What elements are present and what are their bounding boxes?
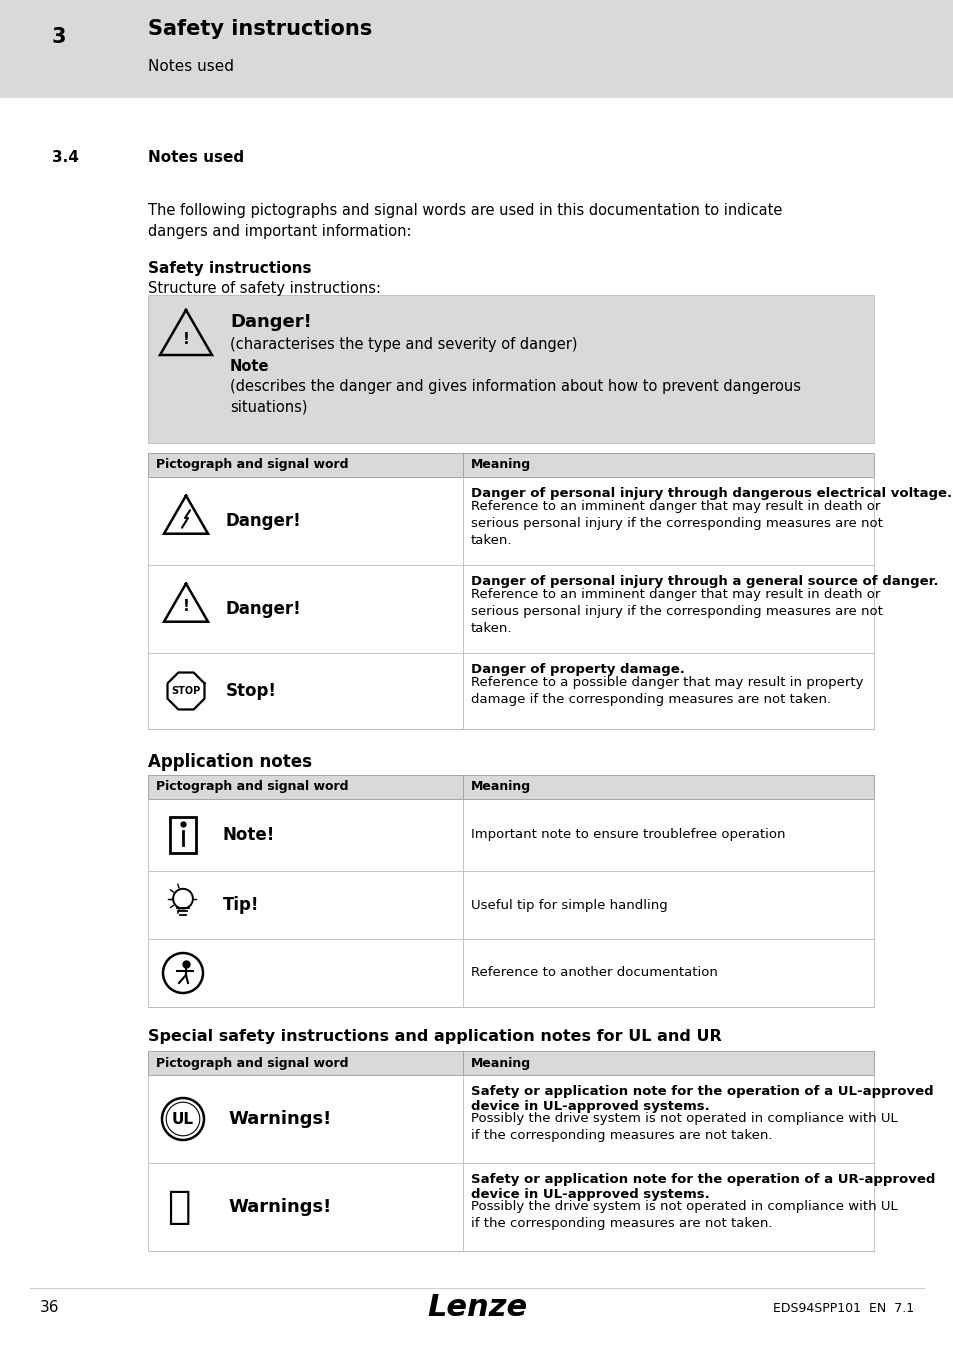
Text: Tip!: Tip! <box>223 896 259 914</box>
Text: Safety instructions: Safety instructions <box>148 19 372 39</box>
Text: !: ! <box>182 598 190 614</box>
Text: EDS94SPP101  EN  7.1: EDS94SPP101 EN 7.1 <box>772 1301 913 1315</box>
Text: (characterises the type and severity of danger): (characterises the type and severity of … <box>230 338 577 352</box>
FancyBboxPatch shape <box>148 775 873 799</box>
Text: Danger!: Danger! <box>226 512 301 531</box>
Text: Danger of property damage.: Danger of property damage. <box>471 663 684 676</box>
Text: Meaning: Meaning <box>471 780 531 794</box>
Text: The following pictographs and signal words are used in this documentation to ind: The following pictographs and signal wor… <box>148 202 781 239</box>
Text: 3: 3 <box>52 27 67 47</box>
Text: 3.4: 3.4 <box>52 150 79 166</box>
Text: Reference to a possible danger that may result in property
damage if the corresp: Reference to a possible danger that may … <box>471 676 862 706</box>
Text: Special safety instructions and application notes for UL and UR: Special safety instructions and applicat… <box>148 1029 721 1044</box>
Text: Pictograph and signal word: Pictograph and signal word <box>156 459 348 471</box>
Text: Ⓡ: Ⓡ <box>167 1188 191 1226</box>
Text: Reference to another documentation: Reference to another documentation <box>471 967 717 980</box>
Text: (describes the danger and gives information about how to prevent dangerous
situa: (describes the danger and gives informat… <box>230 379 801 414</box>
Text: Warnings!: Warnings! <box>228 1110 331 1129</box>
Text: Notes used: Notes used <box>148 59 233 74</box>
Text: Danger of personal injury through a general source of danger.: Danger of personal injury through a gene… <box>471 575 938 589</box>
Text: Danger!: Danger! <box>226 599 301 618</box>
Text: Meaning: Meaning <box>471 1057 531 1069</box>
Text: Reference to an imminent danger that may result in death or
serious personal inj: Reference to an imminent danger that may… <box>471 589 882 636</box>
Text: Possibly the drive system is not operated in compliance with UL
if the correspon: Possibly the drive system is not operate… <box>471 1200 897 1230</box>
Text: Application notes: Application notes <box>148 753 312 771</box>
Text: Warnings!: Warnings! <box>228 1197 331 1216</box>
Text: Note!: Note! <box>223 826 275 844</box>
Text: Pictograph and signal word: Pictograph and signal word <box>156 780 348 794</box>
Text: !: ! <box>182 332 190 347</box>
Text: Meaning: Meaning <box>471 459 531 471</box>
FancyBboxPatch shape <box>148 1052 873 1075</box>
Text: Structure of safety instructions:: Structure of safety instructions: <box>148 281 380 296</box>
Text: UL: UL <box>172 1111 193 1126</box>
Text: Possibly the drive system is not operated in compliance with UL
if the correspon: Possibly the drive system is not operate… <box>471 1112 897 1142</box>
Text: Reference to an imminent danger that may result in death or
serious personal inj: Reference to an imminent danger that may… <box>471 501 882 548</box>
Text: Important note to ensure troublefree operation: Important note to ensure troublefree ope… <box>471 829 784 841</box>
Text: Stop!: Stop! <box>226 682 276 701</box>
Text: Safety or application note for the operation of a UL-approved
device in UL-appro: Safety or application note for the opera… <box>471 1085 933 1112</box>
Text: 36: 36 <box>40 1300 59 1315</box>
Text: Notes used: Notes used <box>148 150 244 166</box>
Text: Danger of personal injury through dangerous electrical voltage.: Danger of personal injury through danger… <box>471 487 951 500</box>
FancyBboxPatch shape <box>170 817 195 853</box>
Text: Pictograph and signal word: Pictograph and signal word <box>156 1057 348 1069</box>
Text: Useful tip for simple handling: Useful tip for simple handling <box>471 899 667 911</box>
FancyBboxPatch shape <box>148 296 873 443</box>
Text: Note: Note <box>230 359 269 374</box>
Text: Safety or application note for the operation of a UR-approved
device in UL-appro: Safety or application note for the opera… <box>471 1173 934 1202</box>
Text: Lenze: Lenze <box>427 1293 526 1323</box>
Text: STOP: STOP <box>172 686 200 697</box>
FancyBboxPatch shape <box>148 454 873 477</box>
Text: Danger!: Danger! <box>230 313 312 331</box>
FancyBboxPatch shape <box>0 0 953 99</box>
Text: Safety instructions: Safety instructions <box>148 261 312 275</box>
